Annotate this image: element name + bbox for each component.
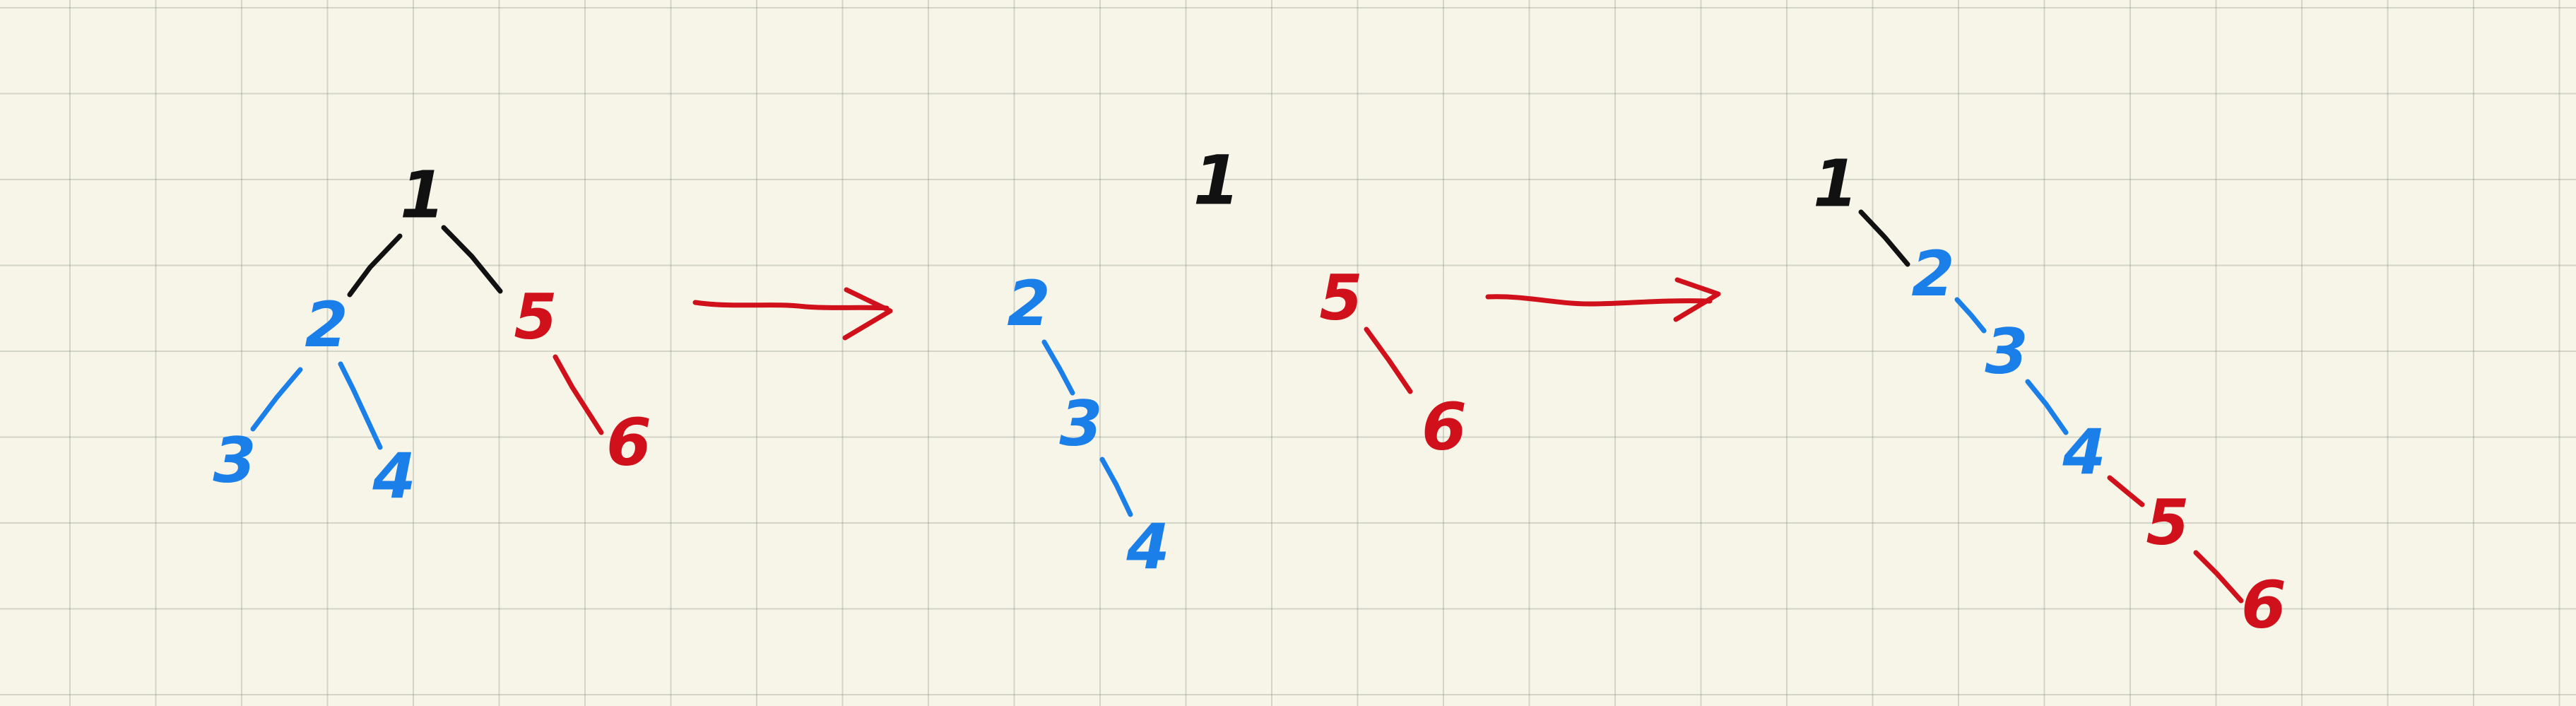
tree-node: 3 xyxy=(213,424,256,497)
edge-5-6 xyxy=(2193,550,2244,604)
tree-node: 6 xyxy=(2241,567,2286,642)
edge-3-4 xyxy=(1099,457,1133,517)
tree-diagram-original: 1 2 3 4 5 6 xyxy=(213,157,651,512)
edge-1-2 xyxy=(347,233,403,298)
edge-5-6 xyxy=(1364,326,1413,394)
tree-node: 2 xyxy=(1007,267,1050,340)
tree-diagram-intermediate: 1 2 3 4 5 6 xyxy=(1007,141,1467,583)
edge-2-3 xyxy=(250,367,303,432)
tree-node: 5 xyxy=(1319,261,1362,334)
tree-node: 4 xyxy=(372,440,415,512)
tree-node: 5 xyxy=(514,281,557,353)
tree-node: 3 xyxy=(1985,315,2028,388)
edge-2-4 xyxy=(338,361,383,450)
tree-node: 4 xyxy=(2062,416,2105,488)
edge-2-3 xyxy=(1041,339,1075,396)
arrow-head xyxy=(1673,277,1721,322)
transform-arrow-1 xyxy=(692,287,893,341)
arrow-head xyxy=(842,287,893,341)
tree-node: 2 xyxy=(305,288,348,361)
tree-node: 3 xyxy=(1059,387,1102,460)
edge-1-5 xyxy=(441,225,503,294)
arrow-shaft xyxy=(1485,294,1713,307)
edge-1-2 xyxy=(1858,209,1910,267)
arrow-shaft xyxy=(692,300,890,311)
tree-node: 1 xyxy=(1813,146,1858,221)
edge-4-5 xyxy=(2107,475,2145,507)
transform-arrow-2 xyxy=(1485,277,1721,322)
tree-node: 6 xyxy=(1422,389,1467,464)
edge-2-3 xyxy=(1954,297,1987,334)
tree-node: 1 xyxy=(1193,141,1241,220)
tree-node: 5 xyxy=(2146,486,2189,559)
tree-node: 2 xyxy=(1911,237,1954,310)
tree-diagram-flattened: 1 2 3 4 5 6 xyxy=(1813,146,2286,642)
edge-5-6 xyxy=(553,354,604,435)
tree-node: 1 xyxy=(400,157,445,233)
tree-node: 6 xyxy=(606,404,651,480)
tree-node: 4 xyxy=(1125,510,1169,583)
edge-3-4 xyxy=(2025,379,2069,435)
